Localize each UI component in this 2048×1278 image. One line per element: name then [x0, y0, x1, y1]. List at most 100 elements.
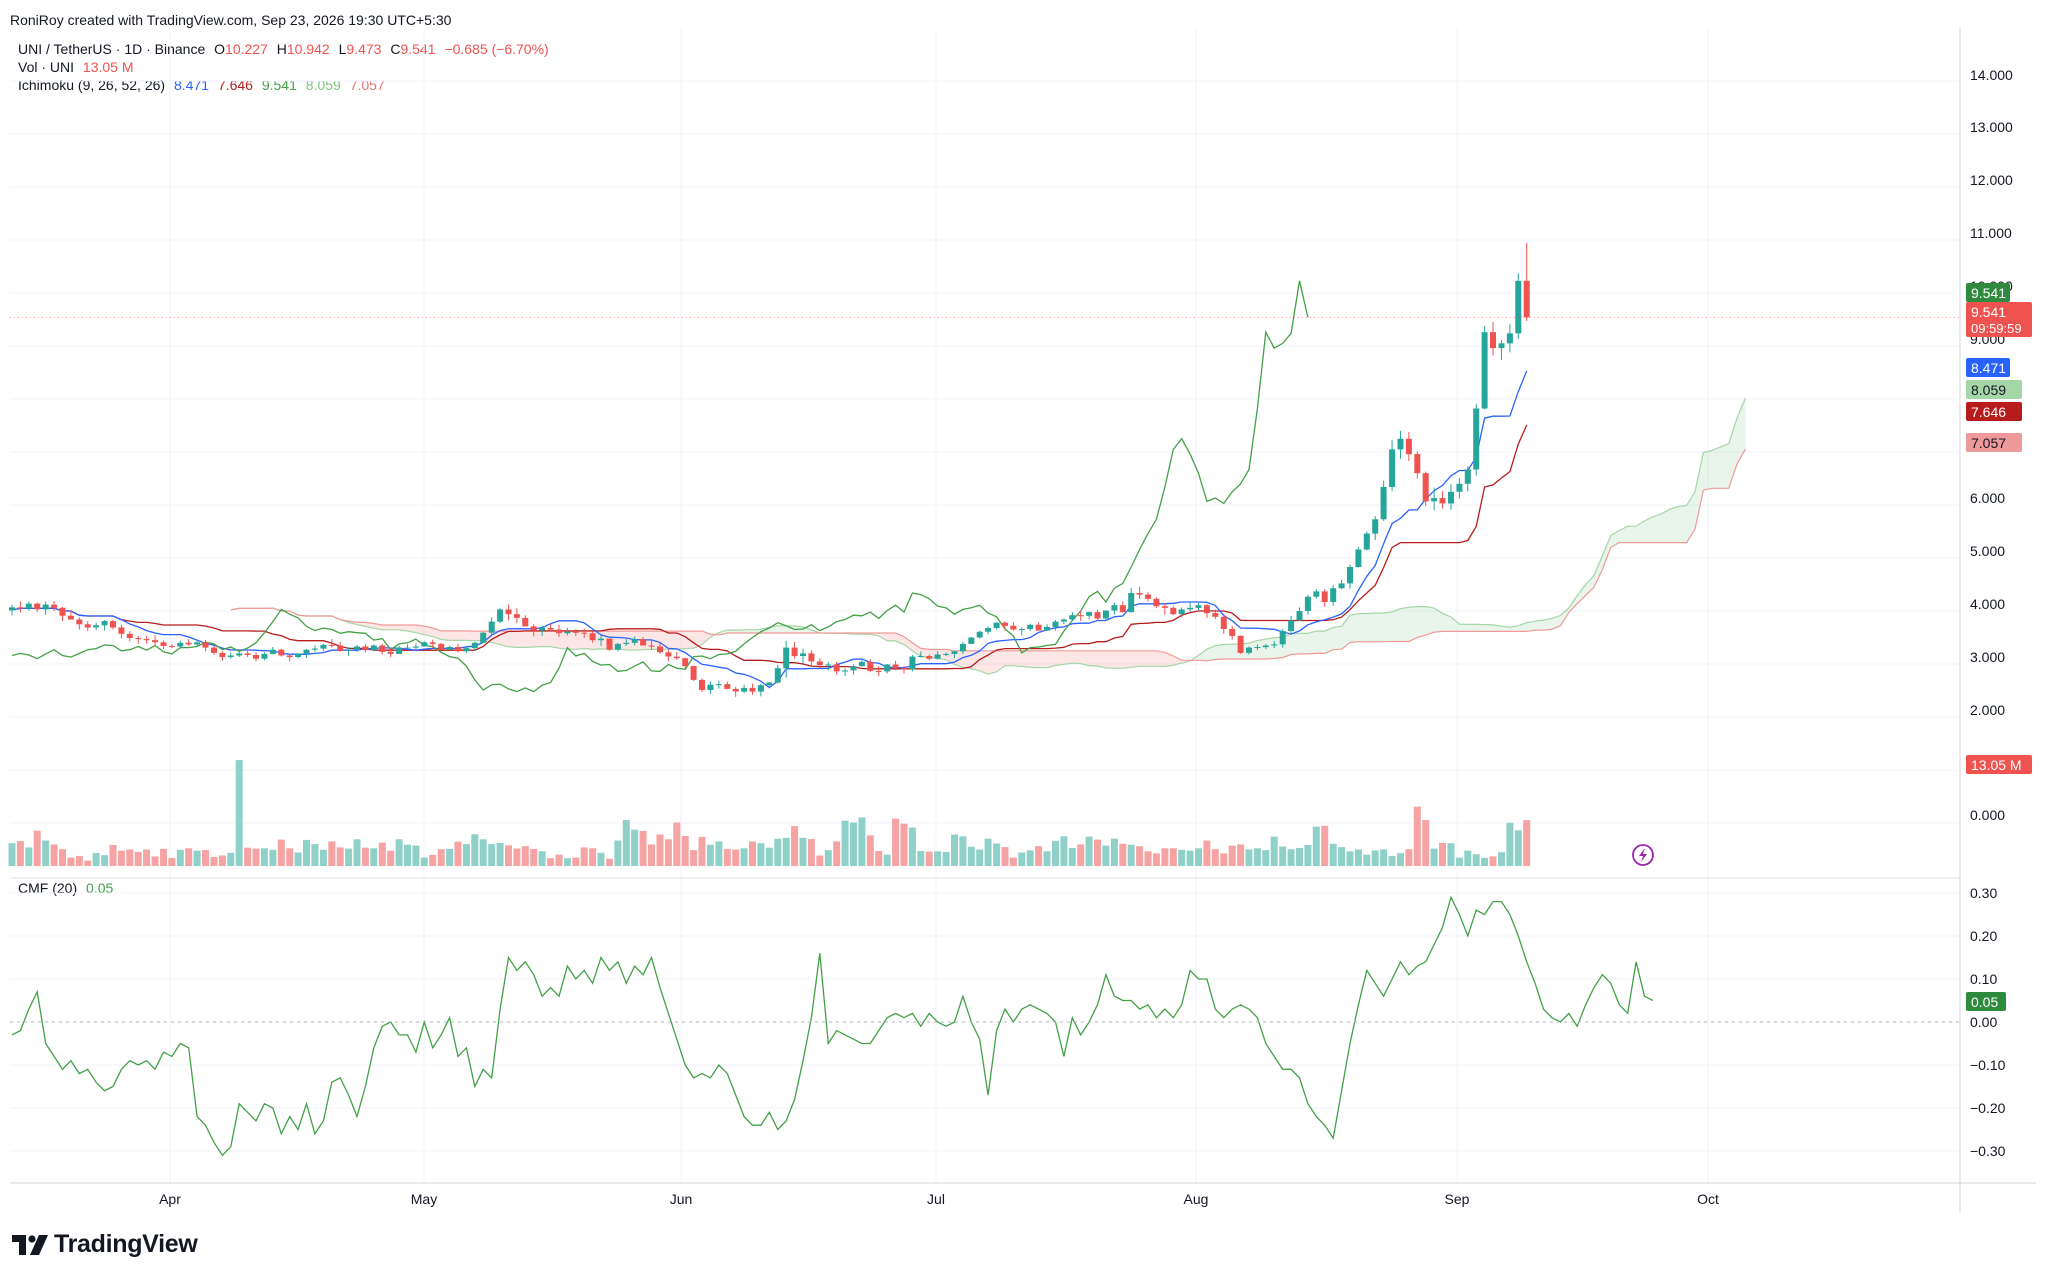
cloud-segment	[777, 625, 787, 633]
volume-bar	[193, 850, 201, 866]
volume-bar	[774, 838, 782, 866]
cloud-segment	[1358, 613, 1367, 642]
volume-bar	[1439, 842, 1446, 866]
volume-bar	[176, 849, 184, 866]
cmf-label[interactable]: CMF (20)	[18, 880, 78, 896]
candle-body	[1010, 625, 1017, 630]
cloud-segment	[1324, 627, 1334, 654]
volume-bar	[75, 856, 83, 866]
candle-body	[1136, 593, 1143, 595]
candle-body	[572, 631, 579, 633]
volume-bar	[1077, 844, 1085, 866]
candle-body	[724, 684, 731, 689]
volume-bar	[101, 855, 109, 866]
candle-body	[968, 637, 975, 644]
month-label: Oct	[1697, 1191, 1719, 1207]
candle-body	[1288, 620, 1295, 632]
cloud-segment	[1442, 613, 1451, 632]
candle-body	[185, 642, 192, 645]
candle-body	[152, 640, 159, 643]
candle-body	[177, 642, 184, 647]
tenkan-badge	[1966, 358, 2010, 377]
volume-bar	[1329, 843, 1337, 866]
volume-bar	[681, 836, 689, 866]
volume-label[interactable]: Vol · UNI	[18, 59, 75, 75]
cloud-segment	[525, 631, 534, 648]
volume-bar	[59, 849, 66, 866]
cloud-segment	[912, 642, 921, 657]
volume-bar	[1262, 850, 1270, 866]
cmf-tick: 0.30	[1970, 885, 1997, 901]
volume-badge-text: 13.05 M	[1971, 757, 2022, 773]
candle-body	[25, 603, 32, 609]
candle-body	[303, 649, 310, 654]
flash-icon[interactable]	[1632, 844, 1654, 866]
volume-bar	[1144, 851, 1152, 866]
price-axis-badges: 9.541 9.541 09:59:59 8.471 8.059 7.646 7…	[1966, 283, 2032, 1011]
symbol-name[interactable]: UNI / TetherUS · 1D · Binance	[18, 41, 206, 57]
volume-bar	[1455, 857, 1463, 866]
cloud-segment	[668, 631, 677, 650]
volume-bar	[622, 820, 630, 866]
volume-bar	[521, 846, 529, 866]
volume-bar	[580, 847, 588, 866]
volume-bar	[210, 857, 218, 866]
volume-bar	[286, 848, 294, 866]
cloud-segment	[1493, 624, 1502, 632]
volume-bar	[664, 839, 672, 866]
candle-body	[328, 644, 335, 646]
candle-body	[623, 642, 630, 644]
candle-body	[480, 632, 487, 643]
candle-body	[396, 647, 403, 654]
volume-bar	[395, 839, 403, 866]
candle-body	[1246, 647, 1252, 653]
volume-bar	[984, 838, 992, 866]
candle-body	[76, 619, 83, 625]
volume-bar	[1430, 848, 1438, 866]
cloud-segment	[1316, 631, 1325, 654]
candle-body	[1153, 598, 1160, 607]
candle-body	[741, 687, 748, 692]
candle-body	[244, 653, 251, 655]
candle-body	[1212, 613, 1219, 617]
candle-body	[1389, 449, 1396, 487]
volume-bar	[883, 854, 891, 866]
volume-bar	[530, 848, 538, 866]
cloud-segment	[1089, 650, 1098, 666]
cloud-segment	[382, 625, 391, 630]
cloud-segment	[1543, 618, 1552, 631]
candle-body	[766, 682, 773, 686]
price-chart[interactable]: 14.000 13.000 12.000 11.000 10.000 9.000…	[0, 0, 2048, 1225]
cmf-badge	[1966, 992, 2006, 1011]
cloud-segment	[449, 630, 458, 641]
candle-body	[488, 621, 495, 633]
volume-bar	[429, 854, 437, 866]
volume-bar	[252, 848, 260, 866]
volume-bar	[505, 845, 512, 866]
candle-body	[1498, 343, 1505, 349]
volume-bar	[1068, 848, 1076, 866]
cloud-segment	[1080, 650, 1090, 666]
candle-body	[404, 647, 411, 649]
cloud-segment	[1728, 417, 1738, 489]
volume-bar	[1481, 857, 1489, 866]
close-badge-top-text: 9.541	[1971, 285, 2006, 301]
volume-bar	[715, 841, 723, 866]
volume-bar	[33, 830, 41, 866]
cloud-segment	[1602, 535, 1611, 570]
cloud-segment	[567, 631, 576, 650]
month-label: Sep	[1445, 1191, 1470, 1207]
volume-bar	[1514, 830, 1522, 866]
volume-bar	[404, 844, 411, 866]
cloud-segment	[988, 650, 997, 675]
candle-body	[1506, 333, 1513, 344]
tradingview-logo[interactable]: TradingView	[12, 1230, 198, 1259]
cloud-segment	[1392, 608, 1401, 642]
cloud-segment	[996, 650, 1005, 672]
cloud-segment	[1417, 606, 1426, 638]
volume-bar	[84, 860, 92, 866]
month-label: Apr	[159, 1191, 181, 1207]
volume-bar	[572, 857, 580, 866]
volume-bar	[294, 852, 302, 866]
candle-body	[1481, 332, 1488, 409]
